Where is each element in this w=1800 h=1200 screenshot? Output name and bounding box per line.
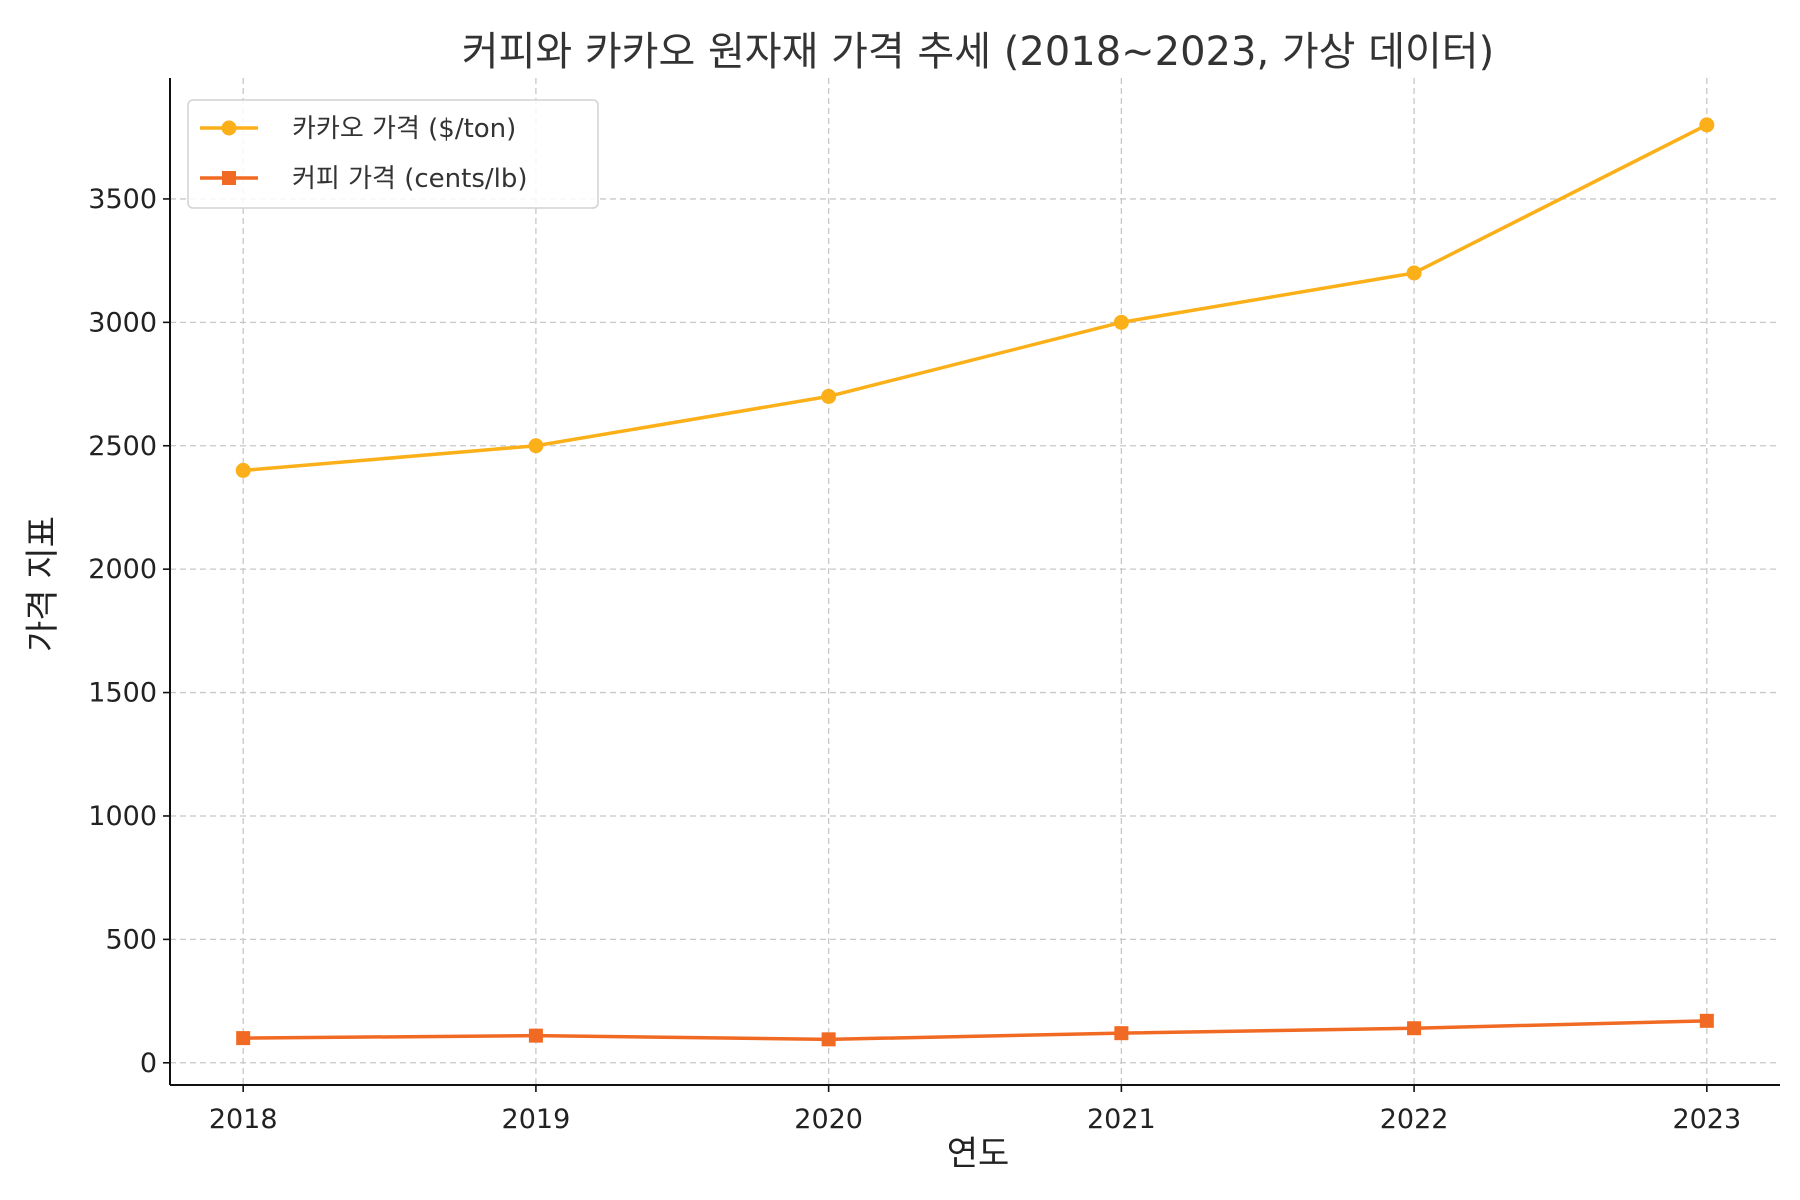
legend-square-marker-2 — [222, 171, 236, 185]
y-tick-label-2500: 2500 — [88, 431, 157, 462]
legend[interactable]: 카카오 가격 ($/ton) 커피 가격 (cents/lb) — [187, 99, 599, 209]
x-tick-label-2019: 2019 — [502, 1104, 571, 1135]
data-point-2-2019 — [528, 1028, 543, 1043]
chart-title: 커피와 카카오 원자재 가격 추세 (2018~2023, 가상 데이터) — [462, 29, 1494, 75]
y-tick-label-1500: 1500 — [88, 678, 157, 709]
data-series — [235, 117, 1715, 1047]
data-point-2-2018 — [236, 1031, 251, 1046]
data-point-1-2018 — [235, 462, 251, 478]
y-tick-label-1000: 1000 — [88, 801, 157, 832]
legend-item-2[interactable]: 커피 가격 (cents/lb) — [200, 164, 528, 194]
y-tick-label-2000: 2000 — [88, 554, 157, 585]
x-tick-label-2023: 2023 — [1672, 1104, 1741, 1135]
y-tick-label-3000: 3000 — [88, 307, 157, 338]
data-point-1-2019 — [528, 438, 544, 454]
legend-box — [187, 99, 599, 209]
data-point-2-2023 — [1699, 1013, 1714, 1028]
y-tick-label-0: 0 — [140, 1048, 157, 1079]
legend-circle-marker-1 — [221, 120, 237, 136]
data-point-1-2022 — [1406, 265, 1422, 281]
y-axis-label: 가격 지표 — [23, 516, 63, 652]
y-tick-label-500: 500 — [105, 924, 157, 955]
data-point-1-2020 — [821, 388, 837, 404]
axes: 2018 2019 2020 2021 2022 2023 0 500 1000 1500 2000… — [88, 78, 1780, 1135]
legend-label-1: 카카오 가격 ($/ton) — [292, 114, 516, 144]
data-point-1-2023 — [1699, 117, 1715, 133]
series-2 — [236, 1013, 1714, 1047]
data-point-2-2021 — [1114, 1026, 1129, 1041]
y-tick-label-3500: 3500 — [88, 184, 157, 215]
grid-lines — [170, 78, 1780, 1085]
series-line-1 — [243, 123, 1708, 473]
data-point-2-2020 — [821, 1032, 836, 1047]
legend-item-1[interactable]: 카카오 가격 ($/ton) — [200, 114, 516, 144]
x-axis-label: 연도 — [947, 1134, 1010, 1174]
x-tick-label-2020: 2020 — [794, 1104, 863, 1135]
series-1 — [235, 117, 1715, 478]
data-point-2-2022 — [1407, 1021, 1422, 1036]
x-tick-label-2018: 2018 — [209, 1104, 278, 1135]
x-tick-label-2022: 2022 — [1380, 1104, 1449, 1135]
x-tick-label-2021: 2021 — [1087, 1104, 1156, 1135]
data-point-1-2021 — [1113, 314, 1129, 330]
series-line-2 — [243, 1019, 1707, 1042]
legend-label-2: 커피 가격 (cents/lb) — [292, 164, 528, 194]
